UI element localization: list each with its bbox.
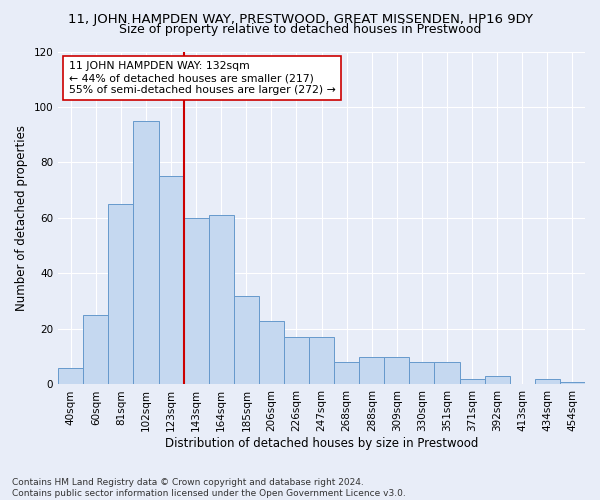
Bar (485, 376, 510, 384)
Text: 11 JOHN HAMPDEN WAY: 132sqm
← 44% of detached houses are smaller (217)
55% of se: 11 JOHN HAMPDEN WAY: 132sqm ← 44% of det… (69, 62, 335, 94)
Text: Size of property relative to detached houses in Prestwood: Size of property relative to detached ho… (119, 22, 481, 36)
X-axis label: Distribution of detached houses by size in Prestwood: Distribution of detached houses by size … (165, 437, 478, 450)
Bar (109, 204, 133, 384)
Text: 11, JOHN HAMPDEN WAY, PRESTWOOD, GREAT MISSENDEN, HP16 9DY: 11, JOHN HAMPDEN WAY, PRESTWOOD, GREAT M… (67, 12, 533, 26)
Bar (83, 315, 109, 384)
Bar (560, 382, 585, 384)
Bar (133, 121, 158, 384)
Bar (334, 362, 359, 384)
Bar (259, 320, 284, 384)
Bar (58, 368, 83, 384)
Y-axis label: Number of detached properties: Number of detached properties (15, 125, 28, 311)
Bar (184, 218, 209, 384)
Bar (409, 362, 434, 384)
Bar (359, 356, 385, 384)
Bar (535, 379, 560, 384)
Bar (234, 296, 259, 384)
Bar (385, 356, 409, 384)
Bar (460, 379, 485, 384)
Bar (284, 338, 309, 384)
Bar (209, 215, 234, 384)
Bar (158, 176, 184, 384)
Bar (309, 338, 334, 384)
Bar (434, 362, 460, 384)
Text: Contains HM Land Registry data © Crown copyright and database right 2024.
Contai: Contains HM Land Registry data © Crown c… (12, 478, 406, 498)
